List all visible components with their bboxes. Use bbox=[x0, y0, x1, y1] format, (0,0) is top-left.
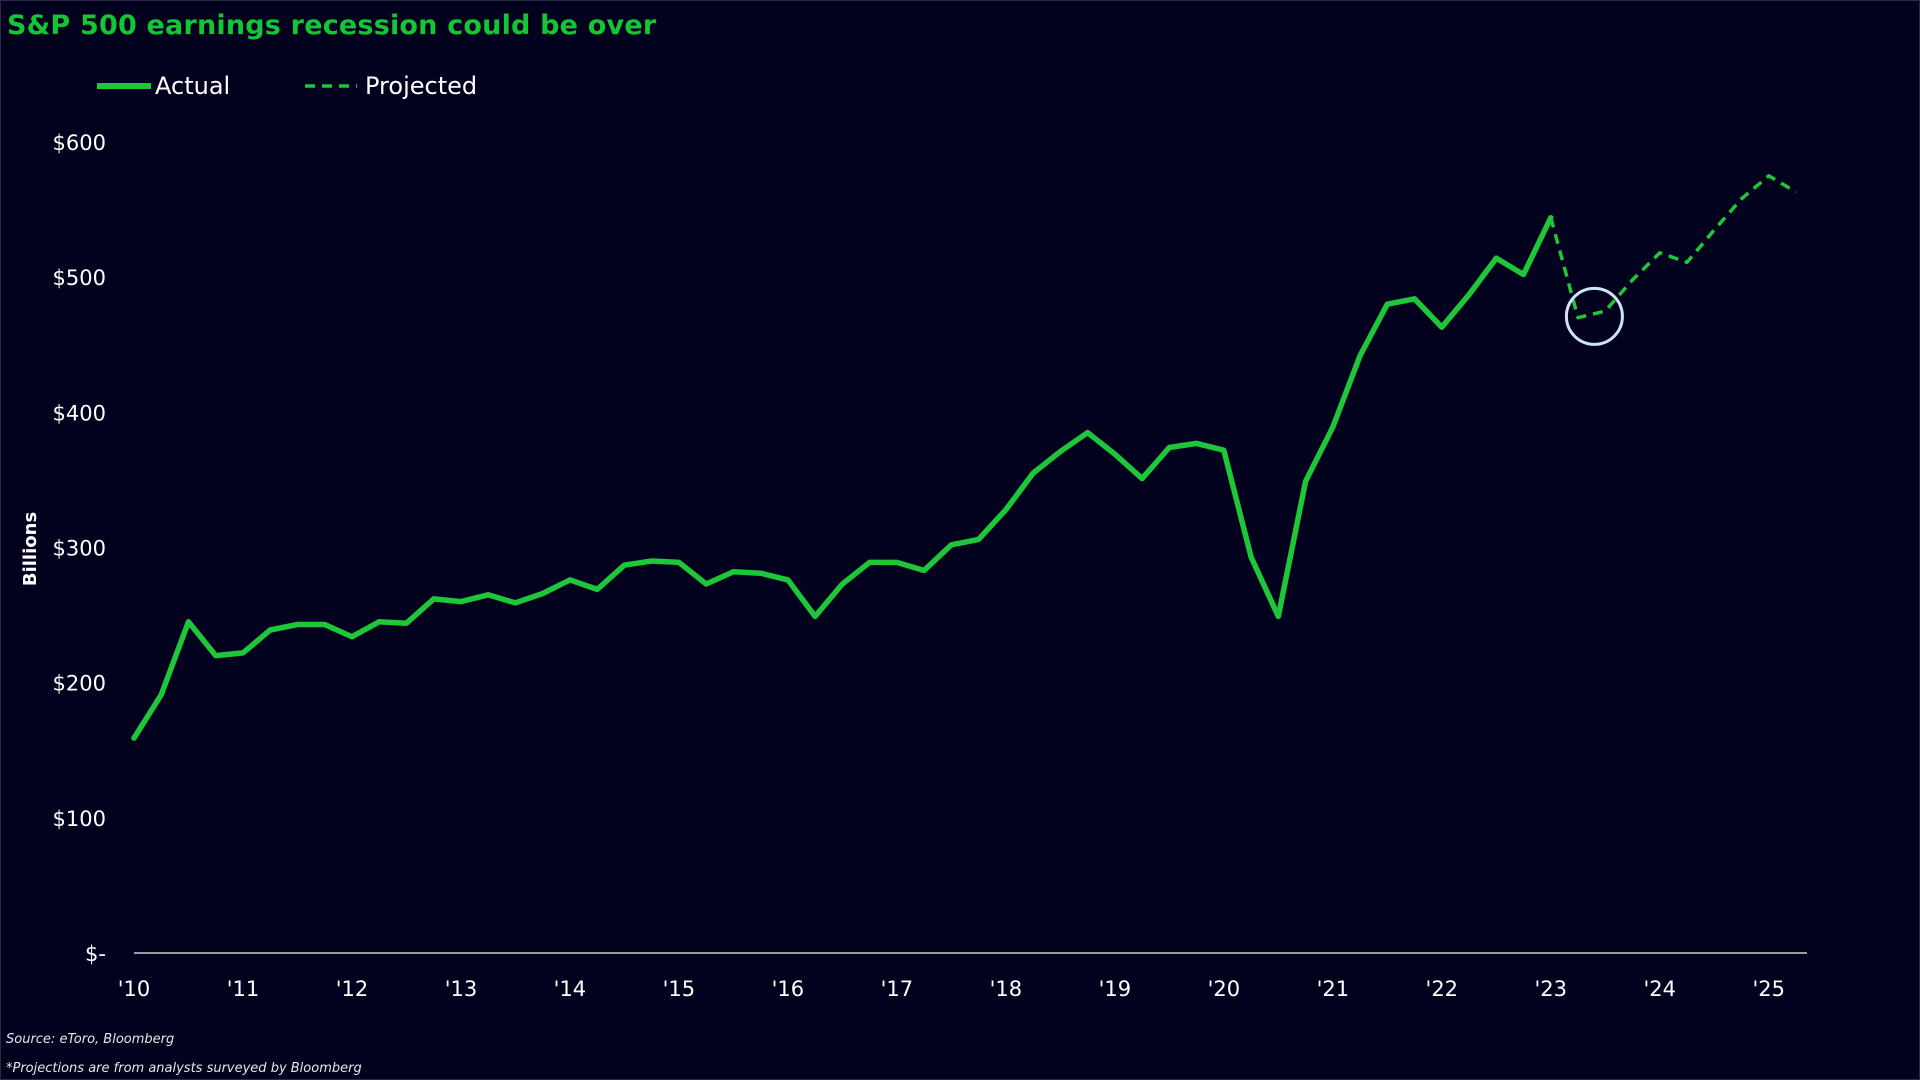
y-tick-label: $100 bbox=[53, 807, 106, 831]
x-tick-label: '25 bbox=[1753, 977, 1786, 1001]
x-tick-label: '14 bbox=[554, 977, 587, 1001]
x-tick-label: '17 bbox=[881, 977, 914, 1001]
x-tick-label: '11 bbox=[227, 977, 260, 1001]
annotation-layer bbox=[1564, 286, 1624, 346]
y-axis-ticks: $- $100 $200 $300 $400 $500 $600 bbox=[53, 131, 106, 966]
x-tick-label: '24 bbox=[1644, 977, 1677, 1001]
x-tick-label: '12 bbox=[336, 977, 369, 1001]
legend: Actual Projected bbox=[97, 72, 477, 100]
x-tick-label: '21 bbox=[1317, 977, 1350, 1001]
y-axis-label: Billions bbox=[20, 512, 41, 586]
x-tick-label: '19 bbox=[1099, 977, 1132, 1001]
x-axis-ticks: '10 '11 '12 '13 '14 '15 '16 '17 '18 '19 '20 '21 '22 '… bbox=[118, 977, 1785, 1001]
x-tick-label: '13 bbox=[445, 977, 478, 1001]
x-tick-label: '16 bbox=[772, 977, 805, 1001]
series-line-actual bbox=[131, 214, 1554, 741]
x-tick-label: '10 bbox=[118, 977, 151, 1001]
series-line-projected bbox=[1549, 174, 1797, 320]
series-layer bbox=[131, 174, 1797, 741]
projection-footnote: *Projections are from analysts surveyed … bbox=[6, 1061, 362, 1076]
x-tick-label: '23 bbox=[1535, 977, 1568, 1001]
y-tick-label: $200 bbox=[53, 672, 106, 696]
x-tick-label: '18 bbox=[990, 977, 1023, 1001]
x-tick-label: '15 bbox=[663, 977, 696, 1001]
x-tick-label: '22 bbox=[1426, 977, 1459, 1001]
y-tick-label: $400 bbox=[53, 401, 106, 425]
source-note: Source: eToro, Bloomberg bbox=[6, 1032, 175, 1047]
y-tick-label: $- bbox=[85, 942, 106, 966]
y-tick-label: $500 bbox=[53, 266, 106, 290]
x-tick-label: '20 bbox=[1208, 977, 1241, 1001]
y-tick-label: $600 bbox=[53, 131, 106, 155]
legend-actual-label: Actual bbox=[155, 72, 230, 100]
y-tick-label: $300 bbox=[53, 537, 106, 561]
chart-title: S&P 500 earnings recession could be over bbox=[7, 10, 657, 41]
highlight-circle bbox=[1564, 286, 1624, 346]
legend-projected-label: Projected bbox=[365, 72, 477, 100]
